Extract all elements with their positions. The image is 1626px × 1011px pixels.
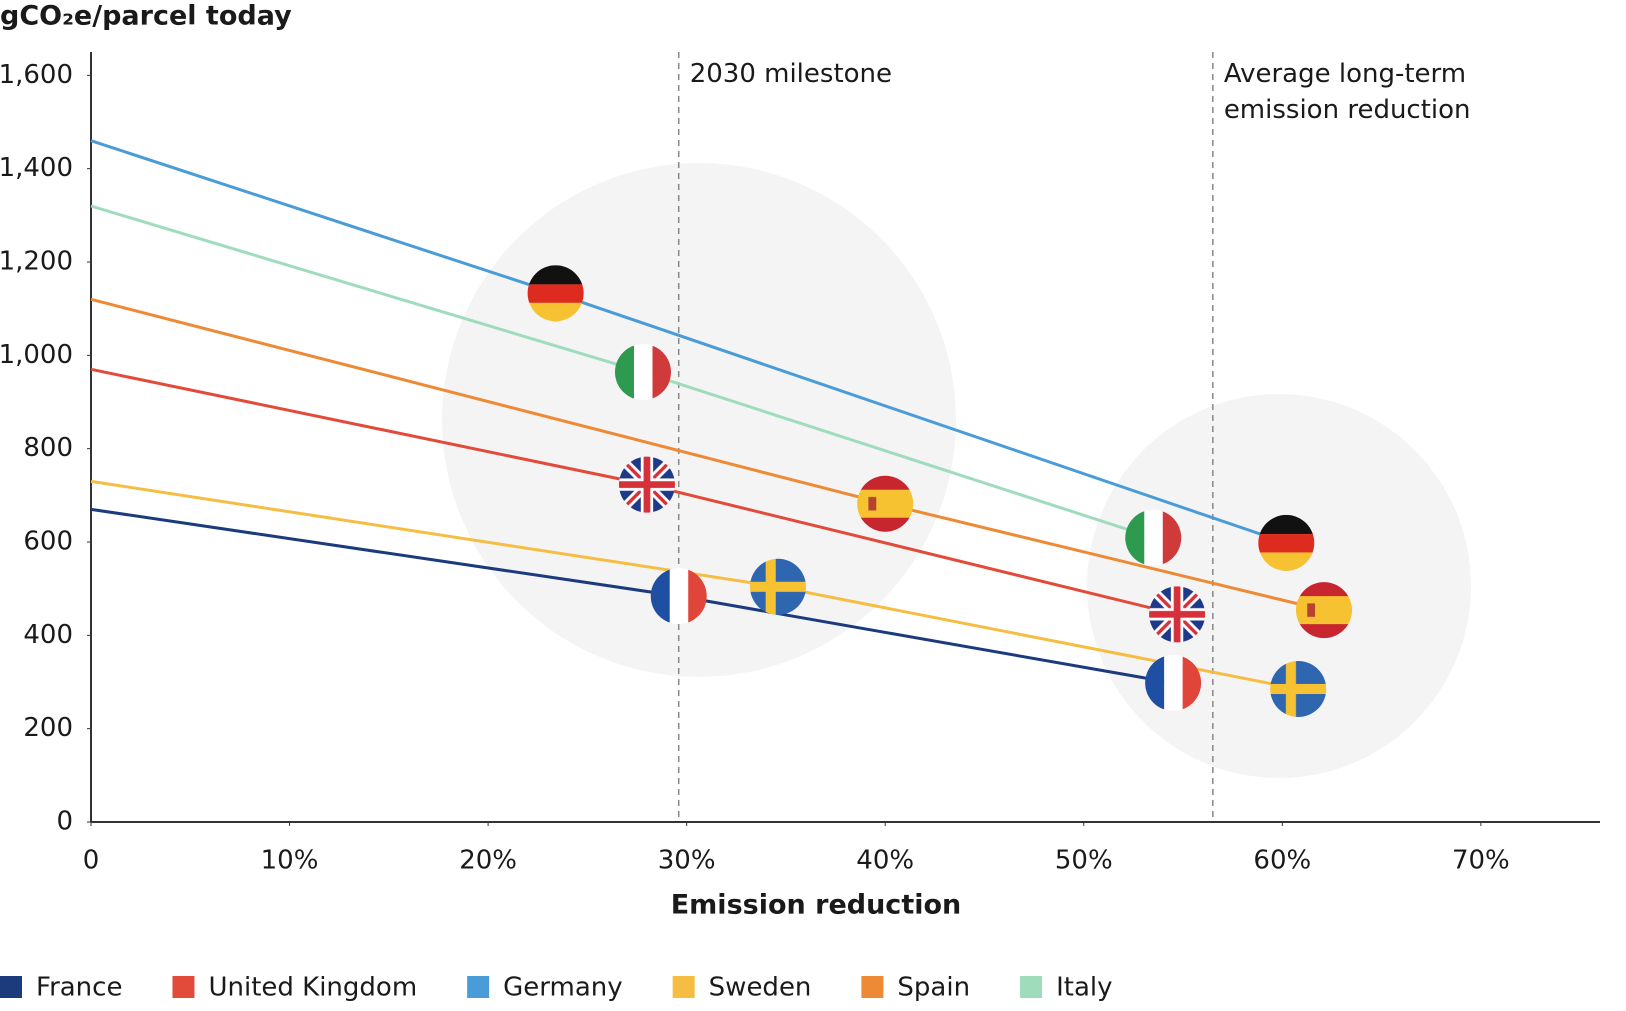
flag-marker [1145,654,1202,711]
flags [527,265,1353,717]
flag-marker [614,344,671,401]
flag-marker [749,558,806,615]
axes: 0 200 400 600 800 1,000 1,200 1,400 1,600 0 10% 20%… [0,52,1600,876]
x-tick-label: 20% [459,846,517,876]
annotation-label: 2030 milestone [689,59,893,89]
legend-label: Italy [1056,973,1112,1003]
y-tick-label: 800 [23,433,73,463]
legend-label: France [36,973,122,1003]
legend-label: United Kingdom [208,973,417,1003]
flag-marker [1270,661,1327,717]
x-tick-label: 30% [658,846,716,876]
legend-label: Germany [503,973,623,1003]
y-tick-label: 1,000 [0,340,73,370]
legend-swatch [0,976,22,998]
flag-marker [1149,586,1206,643]
legend-label: Sweden [709,973,812,1003]
y-tick-label: 1,200 [0,247,73,277]
legend-swatch [1020,976,1043,998]
y-tick-label: 600 [23,527,73,557]
x-tick-label: 60% [1253,846,1311,876]
y-tick-label: 1,400 [0,153,73,183]
y-tick-label: 1,600 [0,60,73,90]
x-tick-label: 50% [1055,846,1113,876]
legend-swatch [672,976,695,998]
flag-marker [1125,509,1182,566]
x-tick-label: 0 [83,846,100,876]
flag-marker [650,568,707,625]
y-tick-label: 200 [23,713,73,743]
flag-marker [1296,582,1353,639]
flag-marker [857,475,914,532]
y-tick-label: 400 [23,620,73,650]
legend-label: Spain [897,973,970,1003]
y-axis-title: gCO₂e/parcel today [0,1,292,32]
flag-marker [1258,514,1315,571]
flag-marker [527,265,584,322]
legend-swatch [467,976,490,998]
x-tick-label: 70% [1452,846,1510,876]
legend-swatch [172,976,195,998]
annotation-label: Average long-term emission reduction [1223,59,1471,125]
x-axis-title: Emission reduction [671,890,962,921]
x-tick-label: 40% [856,846,914,876]
flag-marker [618,456,675,513]
legend-swatch [861,976,884,998]
x-tick-label: 10% [261,846,319,876]
legend: France United Kingdom Germany Sweden Spain It… [0,973,1112,1003]
y-tick-label: 0 [56,807,73,837]
highlight-circle [1087,394,1471,778]
